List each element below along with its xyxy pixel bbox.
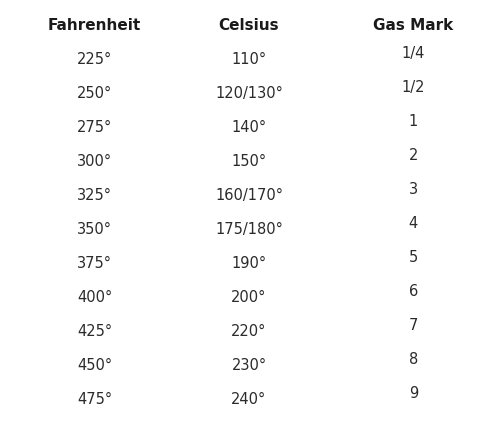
Text: 300°: 300° [77, 154, 112, 169]
Text: 375°: 375° [77, 256, 112, 271]
Text: 225°: 225° [77, 52, 112, 67]
Text: 5: 5 [409, 250, 418, 265]
Text: 220°: 220° [231, 324, 267, 339]
Text: 325°: 325° [77, 188, 112, 203]
Text: 475°: 475° [77, 392, 112, 407]
Text: 1: 1 [409, 114, 418, 129]
Text: 400°: 400° [77, 290, 112, 305]
Text: 150°: 150° [232, 154, 266, 169]
Text: 275°: 275° [77, 120, 112, 135]
Text: 3: 3 [409, 182, 418, 197]
Text: Gas Mark: Gas Mark [373, 18, 454, 33]
Text: 350°: 350° [77, 222, 112, 237]
Text: 190°: 190° [232, 256, 266, 271]
Text: 120/130°: 120/130° [215, 86, 283, 101]
Text: 2: 2 [409, 148, 418, 163]
Text: 1/4: 1/4 [402, 46, 425, 61]
Text: 450°: 450° [77, 358, 112, 373]
Text: 230°: 230° [232, 358, 266, 373]
Text: 175/180°: 175/180° [215, 222, 283, 237]
Text: 110°: 110° [232, 52, 266, 67]
Text: 250°: 250° [77, 86, 112, 101]
Text: 8: 8 [409, 352, 418, 367]
Text: 160/170°: 160/170° [215, 188, 283, 203]
Text: 240°: 240° [232, 392, 266, 407]
Text: 7: 7 [409, 318, 418, 333]
Text: 4: 4 [409, 216, 418, 231]
Text: 9: 9 [409, 386, 418, 401]
Text: 425°: 425° [77, 324, 112, 339]
Text: Fahrenheit: Fahrenheit [48, 18, 141, 33]
Text: Celsius: Celsius [219, 18, 279, 33]
Text: 200°: 200° [231, 290, 267, 305]
Text: 1/2: 1/2 [401, 80, 425, 95]
Text: 140°: 140° [232, 120, 266, 135]
Text: 6: 6 [409, 284, 418, 299]
